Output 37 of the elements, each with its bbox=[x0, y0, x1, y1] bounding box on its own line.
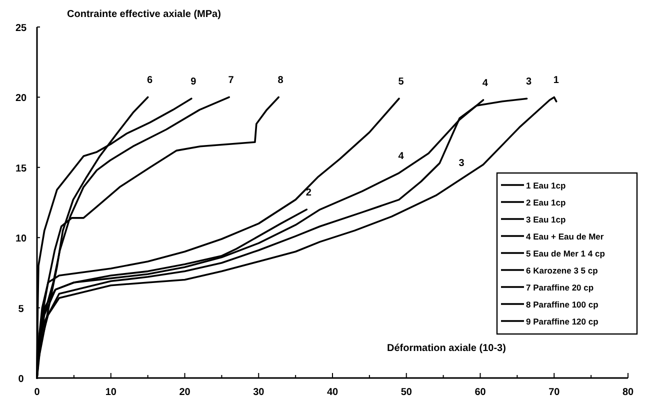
y-tick-label: 25 bbox=[15, 23, 27, 34]
legend-label: 9 Paraffine 120 cp bbox=[526, 316, 598, 326]
y-tick-label: 0 bbox=[18, 374, 24, 385]
x-tick-label: 10 bbox=[105, 387, 117, 398]
annotation: 1 bbox=[553, 75, 560, 86]
legend-label: 1 Eau 1cp bbox=[526, 180, 566, 190]
annotation: 6 bbox=[147, 75, 154, 86]
x-axis-title: Déformation axiale (10-3) bbox=[387, 343, 506, 354]
x-tick-label: 60 bbox=[474, 387, 486, 398]
x-tick-label: 0 bbox=[34, 387, 40, 398]
x-tick-label: 40 bbox=[326, 387, 338, 398]
annotation: 7 bbox=[228, 75, 234, 86]
x-tick-label: 80 bbox=[622, 387, 634, 398]
annotation: 4 bbox=[398, 151, 404, 162]
x-tick-label: 50 bbox=[400, 387, 412, 398]
x-tick-label: 30 bbox=[253, 387, 265, 398]
legend-label: 5 Eau de Mer 1 4 cp bbox=[526, 248, 605, 258]
y-tick-label: 5 bbox=[18, 304, 24, 315]
y-tick-label: 15 bbox=[15, 163, 27, 174]
legend-label: 6 Karozene 3 5 cp bbox=[526, 266, 598, 276]
annotation: 2 bbox=[306, 188, 312, 199]
x-tick-label: 20 bbox=[179, 387, 191, 398]
x-tick-label: 70 bbox=[548, 387, 560, 398]
annotation: 5 bbox=[398, 76, 404, 88]
legend-label: 8 Paraffine 100 cp bbox=[526, 300, 598, 310]
legend-label: 4 Eau + Eau de Mer bbox=[526, 232, 604, 242]
legend-label: 3 Eau 1cp bbox=[526, 214, 566, 224]
annotation: 9 bbox=[190, 76, 197, 88]
annotation: 3 bbox=[458, 158, 465, 170]
annotation: 3 bbox=[526, 76, 532, 88]
annotation: 8 bbox=[278, 75, 284, 86]
y-tick-label: 10 bbox=[15, 234, 27, 245]
legend-label: 7 Paraffine 20 cp bbox=[526, 282, 594, 292]
legend-label: 2 Eau 1cp bbox=[526, 198, 566, 208]
y-axis-title: Contrainte effective axiale (MPa) bbox=[67, 9, 221, 20]
annotation: 4 bbox=[482, 78, 488, 90]
y-tick-label: 20 bbox=[15, 93, 27, 104]
